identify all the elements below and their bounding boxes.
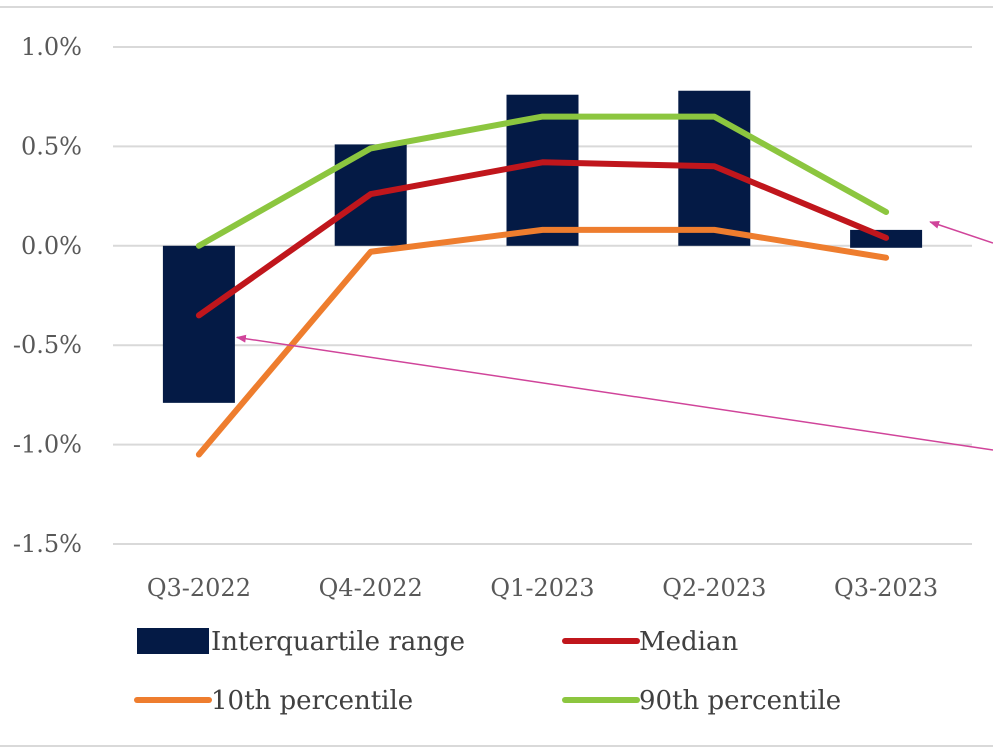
y-tick-label: -1.5%: [13, 530, 82, 558]
y-tick-label: 0.0%: [21, 232, 82, 260]
legend-item: Interquartile range: [137, 627, 465, 657]
y-tick-label: -1.0%: [13, 431, 82, 459]
legend-item: 10th percentile: [134, 686, 413, 716]
p90-series-line: [195, 113, 890, 249]
legend-item: Median: [562, 627, 738, 657]
x-axis-ticks: Q3-2022 Q4-2022 Q1-2023 Q2-2023 Q3-2023: [147, 574, 938, 602]
x-tick-label: Q4-2022: [319, 574, 423, 602]
legend-label: Median: [639, 627, 738, 657]
legend-label: Interquartile range: [211, 627, 465, 657]
median-series-line: [195, 159, 890, 319]
annotation-arrow: [929, 220, 993, 244]
y-axis-ticks: 1.0% 0.5% 0.0% -0.5% -1.0% -1.5%: [13, 33, 82, 558]
series-lines: [195, 113, 890, 458]
chart-top-border: [0, 6, 993, 8]
iqr-bar: [162, 245, 235, 403]
annotation-arrows: [235, 220, 993, 451]
legend-swatch: [137, 628, 209, 654]
y-tick-label: 1.0%: [21, 33, 82, 61]
legend: Interquartile range Median 10th percentile…: [134, 627, 841, 716]
p10-series-line: [195, 226, 890, 458]
x-tick-label: Q2-2023: [662, 574, 766, 602]
y-tick-label: -0.5%: [13, 331, 82, 359]
grid-lines: [113, 46, 972, 545]
legend-item: 90th percentile: [562, 686, 841, 716]
x-tick-label: Q3-2022: [147, 574, 251, 602]
legend-label: 90th percentile: [639, 686, 841, 716]
annotation-arrow: [235, 334, 993, 451]
x-tick-label: Q1-2023: [490, 574, 594, 602]
y-tick-label: 0.5%: [21, 132, 82, 160]
legend-label: 10th percentile: [211, 686, 413, 716]
chart-bottom-border: [0, 745, 993, 747]
x-tick-label: Q3-2023: [834, 574, 938, 602]
